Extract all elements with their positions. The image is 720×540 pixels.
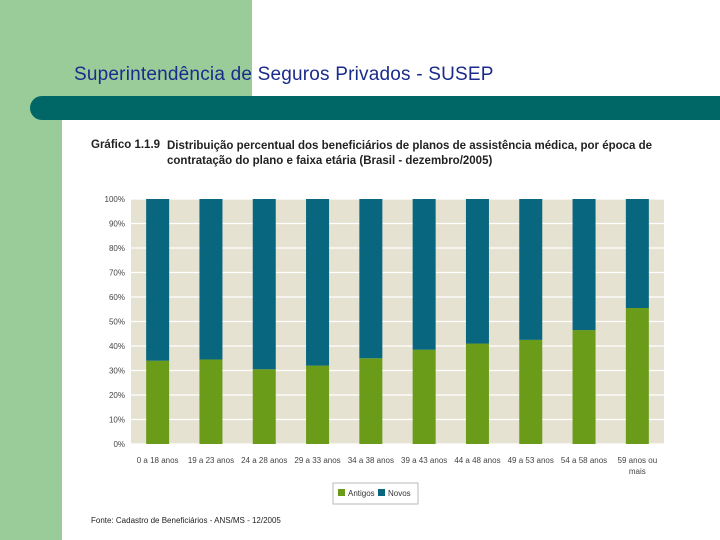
x-tick-label: 29 a 33 anos — [294, 456, 340, 465]
bar-antigos — [465, 343, 489, 444]
x-tick-label: mais — [629, 467, 646, 476]
y-tick-label: 60% — [109, 293, 125, 302]
y-tick-label: 70% — [109, 269, 125, 278]
figure-label: Gráfico 1.1.9 — [91, 139, 161, 151]
legend-label-antigos: Antigos — [348, 489, 375, 498]
y-tick-label: 100% — [105, 195, 125, 204]
bar-novos — [625, 199, 649, 309]
y-tick-label: 0% — [113, 440, 125, 449]
legend-swatch-antigos — [338, 489, 345, 496]
bar-novos — [519, 199, 543, 340]
x-tick-label: 0 a 18 anos — [137, 456, 179, 465]
legend-box — [332, 482, 419, 505]
x-tick-label: 44 a 48 anos — [454, 456, 500, 465]
x-tick-label: 49 a 53 anos — [508, 456, 554, 465]
legend-swatch-novos — [378, 489, 385, 496]
y-tick-label: 20% — [109, 391, 125, 400]
bar-novos — [359, 199, 383, 359]
legend-label-novos: Novos — [388, 489, 411, 498]
bar-novos — [465, 199, 489, 344]
bar-novos — [199, 199, 223, 360]
bar-antigos — [625, 308, 649, 444]
bar-novos — [146, 199, 170, 361]
title-bar-cut — [62, 120, 720, 130]
source-note: Fonte: Cadastro de Beneficiários - ANS/M… — [91, 516, 281, 525]
bar-novos — [572, 199, 596, 331]
title-underline-bar — [30, 96, 720, 120]
x-tick-label: 54 a 58 anos — [561, 456, 607, 465]
y-tick-label: 40% — [109, 342, 125, 351]
bar-antigos — [146, 360, 170, 444]
bar-antigos — [572, 330, 596, 444]
x-tick-label: 34 a 38 anos — [348, 456, 394, 465]
bar-antigos — [199, 359, 223, 444]
y-tick-label: 90% — [109, 220, 125, 229]
bar-antigos — [306, 365, 330, 444]
figure-title: Distribuição percentual dos beneficiário… — [167, 140, 653, 167]
bar-antigos — [412, 349, 436, 444]
bar-antigos — [359, 358, 383, 444]
x-tick-label: 39 a 43 anos — [401, 456, 447, 465]
slide-title: Superintendência de Seguros Privados - S… — [74, 64, 494, 85]
x-tick-label: 59 anos ou — [618, 456, 658, 465]
x-tick-label: 24 a 28 anos — [241, 456, 287, 465]
y-tick-label: 30% — [109, 367, 125, 376]
bar-novos — [306, 199, 330, 366]
y-tick-label: 80% — [109, 244, 125, 253]
bar-novos — [252, 199, 276, 370]
bar-antigos — [519, 339, 543, 444]
bar-antigos — [252, 369, 276, 444]
bar-novos — [412, 199, 436, 350]
x-tick-label: 19 a 23 anos — [188, 456, 234, 465]
y-tick-label: 50% — [109, 318, 125, 327]
background-green-top — [62, 0, 252, 96]
y-tick-label: 10% — [109, 416, 125, 425]
